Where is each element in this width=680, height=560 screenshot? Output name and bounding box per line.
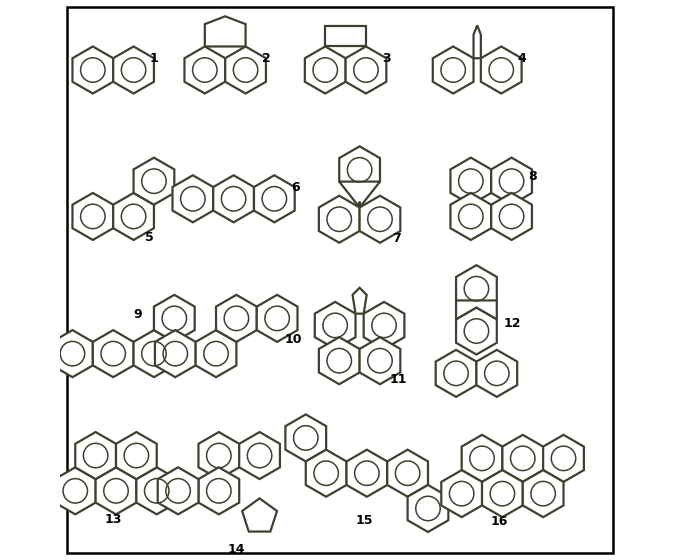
Polygon shape [116,432,156,479]
Polygon shape [523,470,564,517]
Polygon shape [339,181,380,208]
Polygon shape [450,158,491,205]
Polygon shape [325,26,366,46]
Text: 10: 10 [284,333,302,346]
Text: 9: 9 [133,309,142,321]
Polygon shape [93,330,133,377]
Polygon shape [481,46,522,94]
Polygon shape [441,470,482,517]
Polygon shape [456,265,497,312]
Polygon shape [352,288,367,314]
Polygon shape [205,16,245,46]
Polygon shape [462,435,503,482]
Text: 15: 15 [355,514,373,527]
Polygon shape [432,46,473,94]
Polygon shape [55,467,96,514]
Polygon shape [503,435,543,482]
Polygon shape [52,330,93,377]
Polygon shape [364,302,405,349]
Polygon shape [257,295,298,342]
Polygon shape [196,330,237,377]
Text: 13: 13 [104,512,122,526]
Polygon shape [154,295,194,342]
Polygon shape [133,330,174,377]
Polygon shape [347,450,387,497]
Polygon shape [360,337,401,384]
Text: 7: 7 [392,231,401,245]
Polygon shape [473,25,481,58]
Polygon shape [286,414,326,461]
Text: 4: 4 [517,52,526,65]
Polygon shape [491,158,532,205]
Text: 3: 3 [382,52,391,65]
Polygon shape [113,46,154,94]
Polygon shape [360,196,401,243]
Polygon shape [345,46,386,94]
Polygon shape [199,432,239,479]
Polygon shape [319,196,360,243]
Polygon shape [173,175,214,222]
Polygon shape [407,485,448,532]
Text: 5: 5 [146,231,154,244]
Polygon shape [133,158,174,205]
Polygon shape [456,301,497,319]
Polygon shape [73,193,113,240]
Text: 12: 12 [504,318,522,330]
Text: 1: 1 [150,52,159,65]
Polygon shape [216,295,257,342]
Polygon shape [242,498,277,531]
Polygon shape [387,450,428,497]
Polygon shape [225,46,266,94]
Text: 8: 8 [528,170,537,183]
Polygon shape [239,432,280,479]
Text: 6: 6 [291,180,299,194]
Polygon shape [482,470,523,517]
Polygon shape [184,46,225,94]
Polygon shape [214,175,254,222]
Polygon shape [477,350,517,397]
Polygon shape [113,193,154,240]
Polygon shape [96,467,137,514]
Polygon shape [339,146,380,193]
Text: 14: 14 [227,543,245,556]
Polygon shape [319,337,360,384]
Text: 2: 2 [262,52,271,65]
Text: 11: 11 [390,373,407,386]
Polygon shape [158,467,199,514]
Polygon shape [456,307,497,354]
Polygon shape [436,350,477,397]
Polygon shape [305,46,345,94]
Polygon shape [155,330,196,377]
Text: 16: 16 [491,515,508,529]
Polygon shape [75,432,116,479]
Polygon shape [491,193,532,240]
Polygon shape [137,467,177,514]
Polygon shape [543,435,584,482]
Polygon shape [73,46,113,94]
FancyBboxPatch shape [67,7,613,553]
Polygon shape [199,467,239,514]
Polygon shape [450,193,491,240]
Polygon shape [306,450,347,497]
Polygon shape [254,175,294,222]
Polygon shape [315,302,356,349]
